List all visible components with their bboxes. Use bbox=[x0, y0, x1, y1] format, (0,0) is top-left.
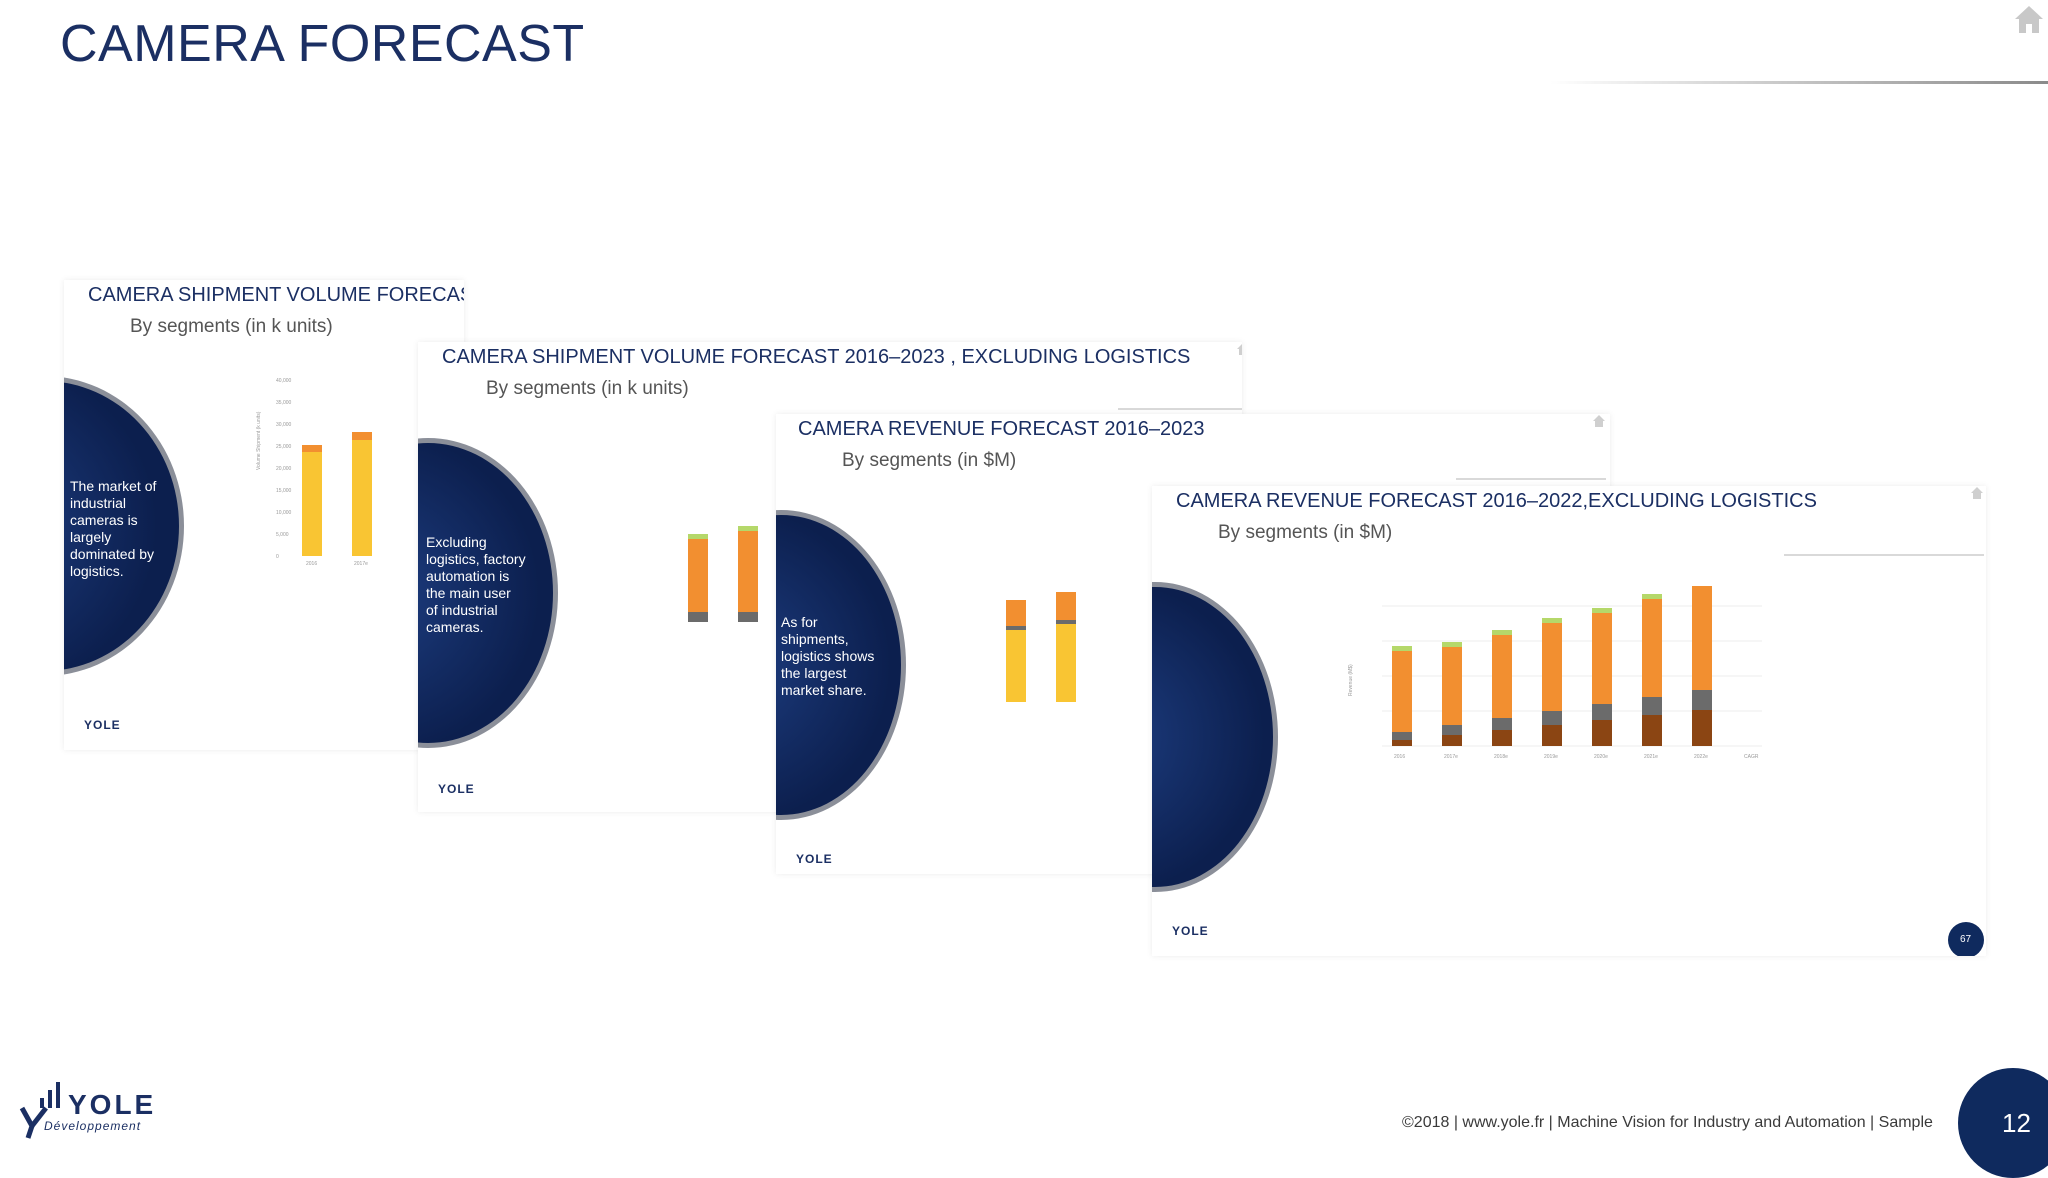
bar-segment bbox=[1492, 630, 1512, 635]
bar-segment bbox=[1442, 725, 1462, 735]
slide-rule bbox=[1456, 478, 1606, 480]
summary-text: As for shipments, logistics shows the la… bbox=[781, 614, 875, 698]
bar-segment bbox=[1642, 697, 1662, 715]
slide-subtitle: By segments (in k units) bbox=[130, 316, 333, 337]
slide-subtitle: By segments (in $M) bbox=[1218, 522, 1393, 543]
y-tick-label: 35,000 bbox=[276, 400, 292, 406]
bar-segment bbox=[1492, 730, 1512, 746]
bar-segment bbox=[1442, 642, 1462, 647]
page-badge bbox=[1948, 922, 1984, 956]
bar-segment bbox=[1642, 599, 1662, 697]
yole-logo-subtext: Développement bbox=[44, 1119, 141, 1133]
bar-2016-logistics bbox=[302, 452, 322, 556]
bar-segment bbox=[1692, 586, 1712, 690]
summary-circle bbox=[1152, 582, 1278, 892]
summary-text: Excluding logistics, factory automation … bbox=[426, 534, 526, 635]
bar-segment bbox=[1442, 647, 1462, 725]
x-tick-label: 2022e bbox=[1694, 754, 1708, 760]
bar-segment bbox=[1392, 651, 1412, 732]
home-icon[interactable] bbox=[2012, 2, 2046, 36]
slide-title: CAMERA SHIPMENT VOLUME FORECAST 2016–202… bbox=[442, 346, 1191, 368]
bar-segment bbox=[1392, 740, 1412, 746]
footer-text: ©2018 | www.yole.fr | Machine Vision for… bbox=[1402, 1114, 1933, 1131]
y-tick-label: 0 bbox=[276, 554, 279, 560]
summary-text: The market of industrial cameras is larg… bbox=[70, 478, 157, 579]
slide-subtitle: By segments (in $M) bbox=[842, 450, 1017, 471]
yole-logo-text: YOLE bbox=[68, 1089, 156, 1120]
bar-segment bbox=[1592, 608, 1612, 613]
y-tick-label: 30,000 bbox=[276, 422, 292, 428]
revenue-ex-logistics-chart: Revenue (M$) 2016 2017e 2018e 2019e 2020e 202… bbox=[1348, 586, 1762, 760]
bar-segment bbox=[1642, 715, 1662, 746]
slide-thumbnail-4: CAMERA REVENUE FORECAST 2016–2022,EXCLUD… bbox=[1152, 486, 1986, 956]
x-tick-2016: 2016 bbox=[306, 561, 317, 567]
y-axis-label: Volume Shipment (k units) bbox=[256, 411, 262, 470]
x-tick-label: 2017e bbox=[1444, 754, 1458, 760]
x-tick-label: 2020e bbox=[1594, 754, 1608, 760]
bar-segment bbox=[1492, 635, 1512, 718]
bar-2016-other bbox=[302, 445, 322, 452]
revenue-chart bbox=[1006, 592, 1076, 702]
y-tick-label: 40,000 bbox=[276, 378, 292, 384]
bar-segment bbox=[1592, 704, 1612, 720]
yole-mini-logo: YOLE bbox=[84, 718, 121, 732]
slide-title: CAMERA SHIPMENT VOLUME FORECAST 2016–202… bbox=[88, 284, 464, 306]
header-rule bbox=[1550, 81, 2048, 84]
slide-thumbnail-1: CAMERA SHIPMENT VOLUME FORECAST 2016–202… bbox=[64, 280, 464, 750]
bar-segment bbox=[1692, 710, 1712, 746]
bar-segment bbox=[1392, 646, 1412, 651]
yole-mini-logo: YOLE bbox=[1172, 924, 1209, 938]
bar-segment bbox=[1592, 720, 1612, 746]
bar-segment bbox=[1592, 613, 1612, 704]
y-tick-label: 10,000 bbox=[276, 510, 292, 516]
slide-subtitle: By segments (in k units) bbox=[486, 378, 689, 399]
y-tick-label: 25,000 bbox=[276, 444, 292, 450]
x-tick-label: 2019e bbox=[1544, 754, 1558, 760]
slide-title: CAMERA REVENUE FORECAST 2016–2022,EXCLUD… bbox=[1176, 490, 1817, 512]
home-icon bbox=[1971, 487, 1983, 499]
yole-logo: YOLE Développement bbox=[19, 1082, 156, 1139]
x-tick-label: 2018e bbox=[1494, 754, 1508, 760]
y-axis-label: Revenue (M$) bbox=[1348, 664, 1354, 696]
bar-2017e-logistics bbox=[352, 440, 372, 556]
slide-rule bbox=[1784, 554, 1984, 556]
bar-segment bbox=[1542, 623, 1562, 711]
x-tick-label: CAGR bbox=[1744, 754, 1759, 760]
bar-segment bbox=[1542, 711, 1562, 725]
yole-mini-logo: YOLE bbox=[438, 782, 475, 796]
x-tick-2017e: 2017e bbox=[354, 561, 368, 567]
slide-title: CAMERA REVENUE FORECAST 2016–2023 bbox=[798, 418, 1205, 440]
x-tick-label: 2016 bbox=[1394, 754, 1405, 760]
bar-segment bbox=[1492, 718, 1512, 730]
bar-segment bbox=[1542, 618, 1562, 623]
bar-segment bbox=[1692, 690, 1712, 710]
bar-segment bbox=[1542, 725, 1562, 746]
y-tick-label: 20,000 bbox=[276, 466, 292, 472]
bar-segment bbox=[1392, 732, 1412, 740]
page-number: 12 bbox=[2002, 1108, 2031, 1138]
yole-mini-logo: YOLE bbox=[796, 852, 833, 866]
slide-rule bbox=[1118, 408, 1242, 410]
x-tick-label: 2021e bbox=[1644, 754, 1658, 760]
y-tick-label: 5,000 bbox=[276, 532, 289, 538]
page-title: CAMERA FORECAST bbox=[60, 15, 585, 73]
bar-2017e-other bbox=[352, 432, 372, 440]
home-icon bbox=[1237, 344, 1242, 355]
y-tick-label: 15,000 bbox=[276, 488, 292, 494]
shipment-volume-ex-logistics-chart bbox=[688, 526, 758, 622]
shipment-volume-chart: Volume Shipment (k units) 40,000 35,000 30… bbox=[256, 378, 372, 567]
home-icon bbox=[1593, 415, 1605, 427]
bar-segment bbox=[1642, 594, 1662, 599]
page-badge-number: 67 bbox=[1960, 934, 1972, 945]
bar-segment bbox=[1442, 735, 1462, 746]
